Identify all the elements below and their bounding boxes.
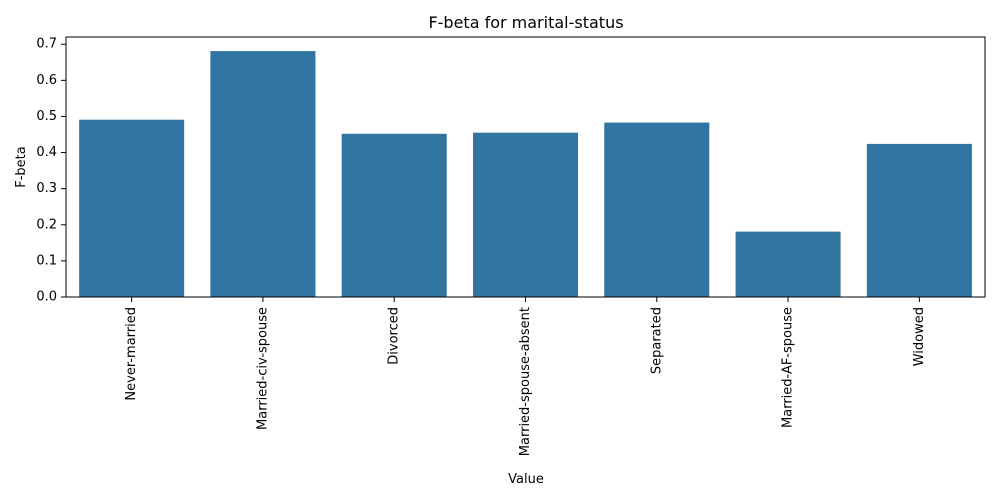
chart-title: F-beta for marital-status <box>428 13 623 32</box>
x-tick-label: Married-spouse-absent <box>518 307 533 456</box>
x-axis-label: Value <box>508 472 544 487</box>
y-tick-label: 0.5 <box>36 109 57 124</box>
x-tick-label: Divorced <box>387 307 402 365</box>
x-axis: Never-married Married-civ-spouse Divorced M… <box>124 297 927 456</box>
bar <box>604 122 710 297</box>
y-tick-label: 0.1 <box>36 253 57 268</box>
plot-frame <box>65 36 986 298</box>
x-tick-label: Married-AF-spouse <box>781 307 796 428</box>
bar <box>79 119 185 297</box>
bar <box>472 132 579 297</box>
y-tick-label: 0.3 <box>36 181 57 196</box>
x-tick-label: Widowed <box>912 307 927 366</box>
y-tick-label: 0.6 <box>36 73 57 88</box>
y-axis-label: F-beta <box>14 146 29 187</box>
y-tick-label: 0.4 <box>36 145 57 160</box>
x-tick-label: Separated <box>649 307 664 374</box>
y-axis: 0.0 0.1 0.2 0.3 0.4 0.5 0.6 0.7 <box>36 37 66 305</box>
x-tick-label: Married-civ-spouse <box>255 307 270 430</box>
bar <box>866 143 972 297</box>
y-tick-label: 0.2 <box>36 217 57 232</box>
bar-group <box>79 51 972 298</box>
x-tick-label: Never-married <box>124 307 139 401</box>
bar <box>210 51 316 298</box>
bar <box>341 133 447 297</box>
y-tick-label: 0.0 <box>36 290 57 305</box>
y-tick-label: 0.7 <box>36 37 57 52</box>
bar <box>735 231 841 297</box>
